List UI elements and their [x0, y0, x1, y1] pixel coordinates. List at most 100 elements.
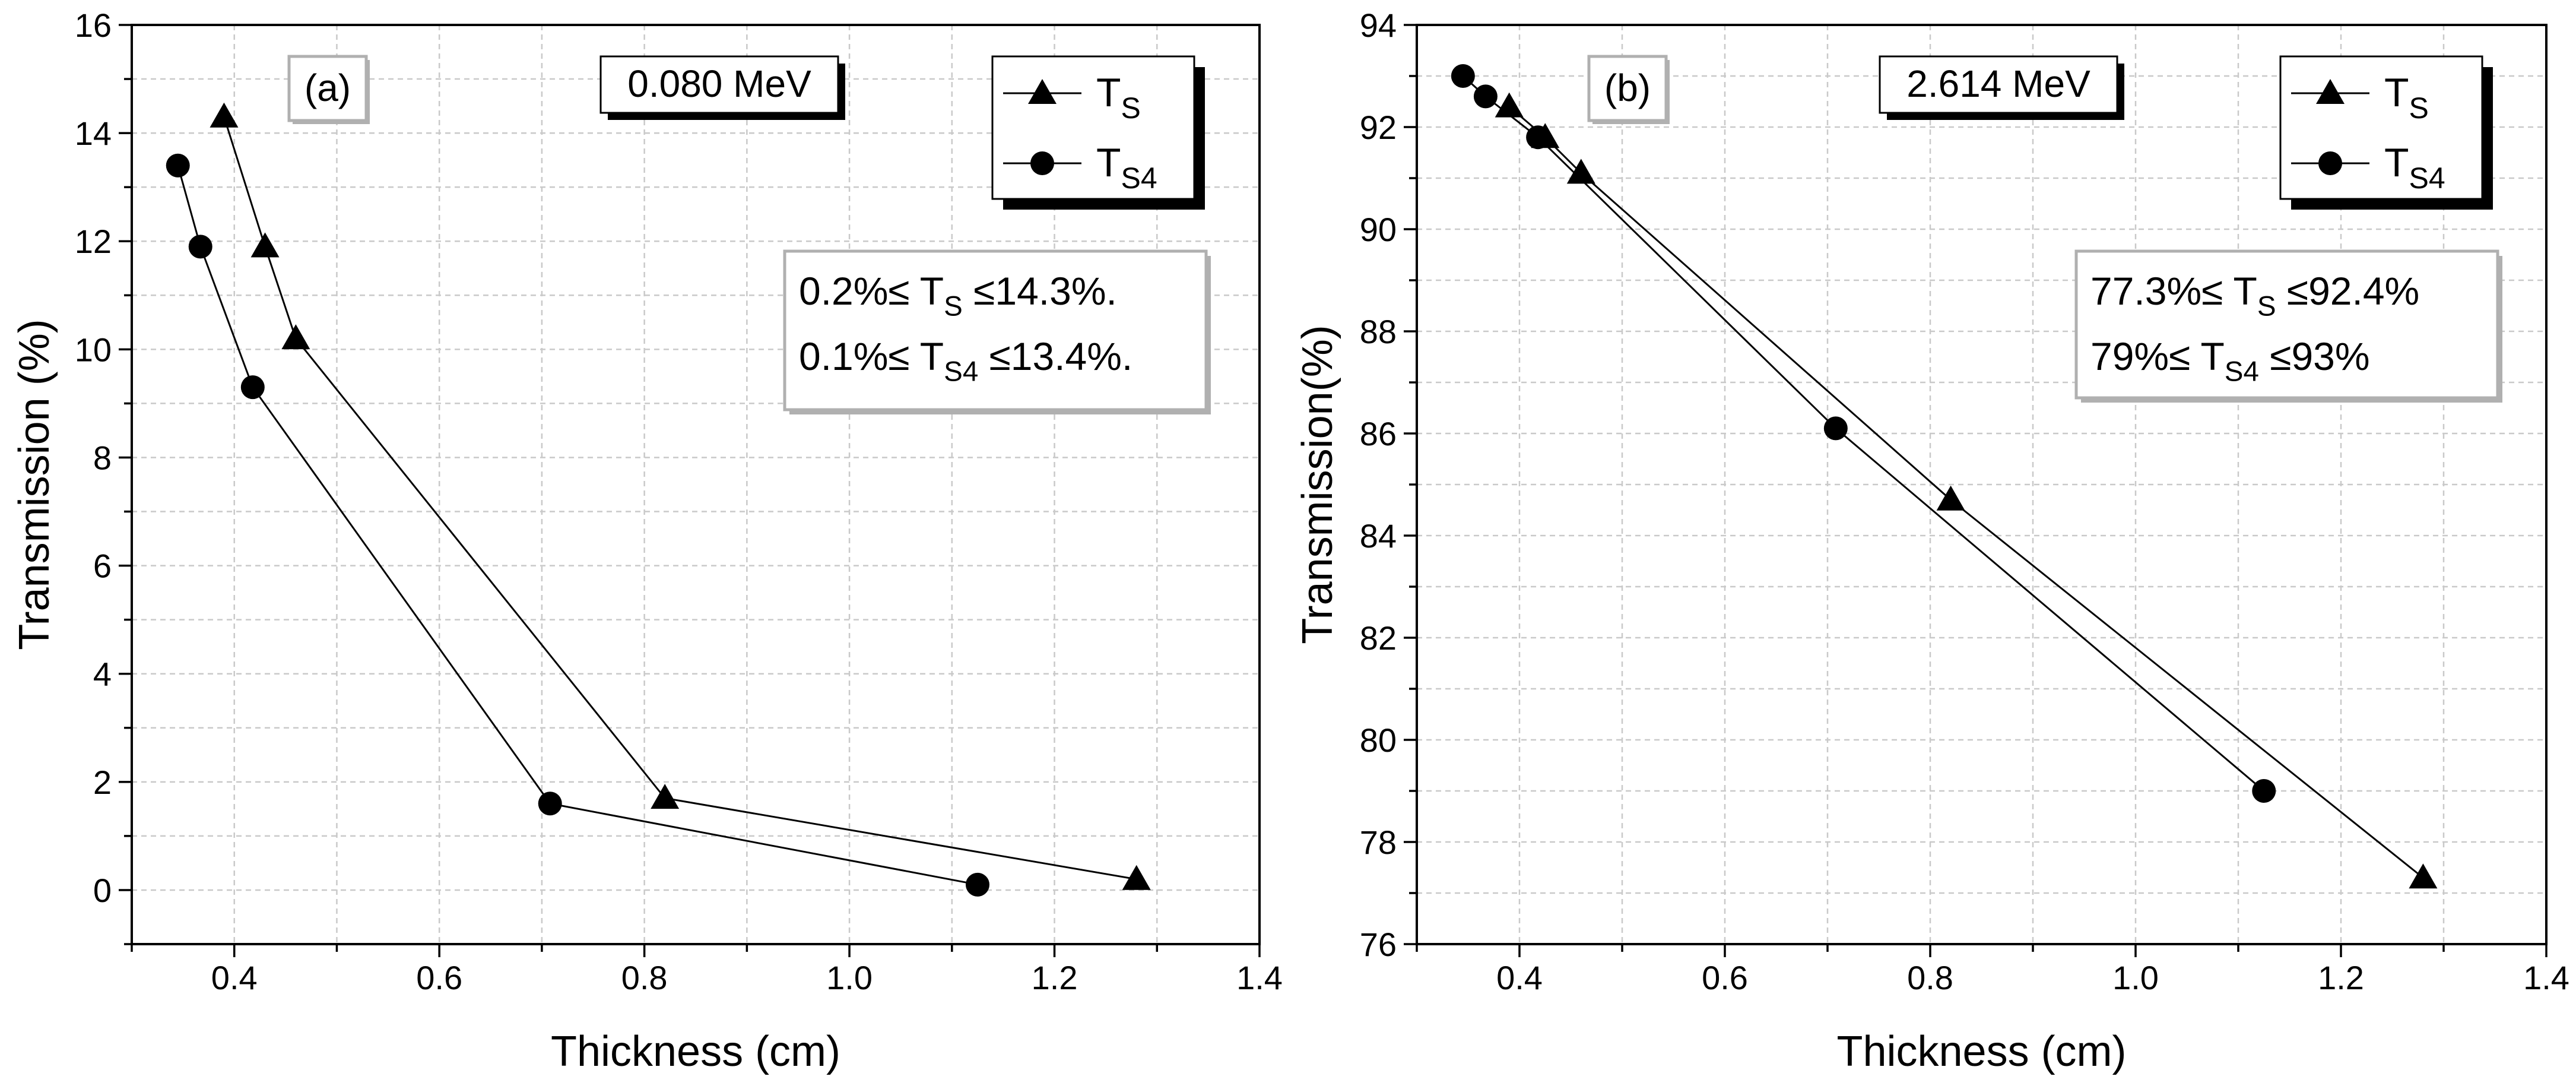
y-tick-label: 14: [75, 115, 112, 152]
x-axis-title: Thickness (cm): [1836, 1028, 2126, 1075]
annotation-line-1-sub: S: [2257, 290, 2276, 322]
data-point-triangle: [281, 324, 310, 350]
data-point-triangle: [250, 232, 280, 258]
x-tick-label: 1.2: [1032, 959, 1078, 996]
data-point-circle: [1526, 125, 1550, 150]
energy-label-box: [599, 55, 839, 114]
data-point-circle: [166, 153, 190, 178]
x-tick-label: 1.4: [2523, 959, 2569, 996]
legend-label-name: T: [2384, 70, 2409, 115]
annotation-line-1-pre: 0.2%≤ T: [799, 269, 944, 313]
x-tick-label: 0.6: [1702, 959, 1748, 996]
energy-label: 0.080 MeV: [627, 62, 811, 105]
axis-ticks: [1404, 24, 2548, 957]
y-tick-label: 10: [75, 331, 112, 368]
y-tick-label: 94: [1360, 7, 1397, 44]
y-tick-label: 86: [1360, 415, 1397, 452]
x-tick-label: 0.6: [416, 959, 462, 996]
x-tick-label: 1.0: [2112, 959, 2159, 996]
legend-label-sub: S4: [2409, 162, 2445, 195]
data-point-circle: [188, 235, 212, 259]
annotation-line-2-pre: 0.1%≤ T: [799, 334, 944, 378]
y-tick-label: 80: [1360, 721, 1397, 759]
y-tick-label: 84: [1360, 517, 1397, 555]
legend-label-name: T: [1096, 70, 1121, 115]
series-line-s: [223, 116, 1137, 881]
legend-marker-circle: [1030, 151, 1054, 175]
annotation-line-2-pre: 79%≤ T: [2090, 334, 2225, 378]
data-point-triangle: [210, 102, 239, 128]
annotation-box: [2074, 249, 2499, 400]
annotation-line-1: 77.3%≤ TS ≤92.4%: [2090, 269, 2419, 322]
legend-label: TS4: [1096, 140, 1157, 195]
annotation-line-1-pre: 77.3%≤ T: [2090, 269, 2257, 313]
legend-marker-triangle: [1028, 79, 1057, 104]
y-tick-label: 0: [93, 872, 112, 909]
annotation-line-2: 79%≤ TS4 ≤93%: [2090, 334, 2370, 387]
legend-marker-circle: [2318, 151, 2342, 175]
x-tick-label: 1.2: [2318, 959, 2364, 996]
legend-label-sub: S: [1121, 91, 1141, 125]
data-point-triangle: [1566, 159, 1595, 184]
annotation-line-2-sub: S4: [944, 356, 978, 387]
data-point-triangle: [651, 784, 680, 809]
y-tick-label: 2: [93, 764, 112, 801]
plot-frame: [1416, 24, 2548, 945]
chart-panel-b: 0.4 0.6 0.8 1.0 1.2 1.4 76 78 80 82 84 86 88 90 92 94 Th…: [1294, 7, 2569, 1075]
y-tick-label: 92: [1360, 109, 1397, 146]
x-tick-label: 1.4: [1236, 959, 1283, 996]
y-axis-title: Transmission (%): [11, 319, 58, 650]
x-tick-label: 0.8: [1907, 959, 1953, 996]
y-tick-label: 12: [75, 223, 112, 260]
annotation-line-1-post: ≤14.3%.: [963, 269, 1117, 313]
y-tick-label: 82: [1360, 619, 1397, 657]
y-tick-label: 90: [1360, 211, 1397, 248]
data-point-circle: [1451, 64, 1475, 88]
data-point-triangle: [1936, 485, 1965, 511]
data-point-circle: [1823, 416, 1848, 441]
panel-label: (b): [1604, 67, 1651, 109]
plot-frame: [131, 24, 1261, 945]
annotation-line-2: 0.1%≤ TS4 ≤13.4%.: [799, 334, 1132, 387]
y-tick-label: 6: [93, 547, 112, 585]
legend-label: TS: [2384, 70, 2429, 125]
series-line-s: [1508, 106, 2424, 879]
panel-label: (a): [304, 67, 351, 109]
x-tick-label: 0.4: [1496, 959, 1543, 996]
y-tick-label: 78: [1360, 824, 1397, 861]
data-point-circle: [538, 792, 562, 816]
annotation-line-2-post: ≤93%: [2259, 334, 2370, 378]
legend-label: TS4: [2384, 140, 2445, 195]
annotation-line-1-post: ≤92.4%: [2276, 269, 2420, 313]
annotation-line-1: 0.2%≤ TS ≤14.3%.: [799, 269, 1117, 322]
annotation-line-1-sub: S: [944, 290, 963, 322]
y-tick-label: 8: [93, 439, 112, 476]
x-tick-label: 0.8: [621, 959, 668, 996]
data-point-circle: [1473, 84, 1498, 109]
legend-label-name: T: [2384, 140, 2409, 185]
annotation-line-2-post: ≤13.4%.: [978, 334, 1132, 378]
y-tick-label: 76: [1360, 926, 1397, 963]
axis-ticks: [119, 24, 1261, 957]
data-point-circle: [240, 375, 265, 400]
x-axis-title: Thickness (cm): [551, 1028, 840, 1075]
y-tick-label: 88: [1360, 313, 1397, 350]
legend-label-sub: S4: [1121, 162, 1157, 195]
legend-box: [2279, 55, 2483, 200]
annotation-box: [783, 249, 1208, 411]
legend-marker-triangle: [2316, 79, 2345, 104]
chart-panel-a: 0.4 0.6 0.8 1.0 1.2 1.4 0 2 4 6 8 10 12 14 16 Thickness…: [11, 7, 1283, 1075]
data-point-triangle: [1122, 865, 1151, 890]
panel-label-box: [287, 55, 368, 122]
x-tick-label: 1.0: [826, 959, 873, 996]
energy-label-box: [1879, 55, 2118, 114]
y-tick-label: 16: [75, 7, 112, 44]
y-axis-title: Transmission(%): [1294, 325, 1341, 644]
legend-label: TS: [1096, 70, 1141, 125]
data-point-triangle: [2409, 863, 2438, 889]
legend-box: [991, 55, 1195, 200]
panel-label-box: [1587, 55, 1668, 122]
y-tick-label: 4: [93, 656, 112, 693]
data-point-circle: [2252, 779, 2276, 803]
